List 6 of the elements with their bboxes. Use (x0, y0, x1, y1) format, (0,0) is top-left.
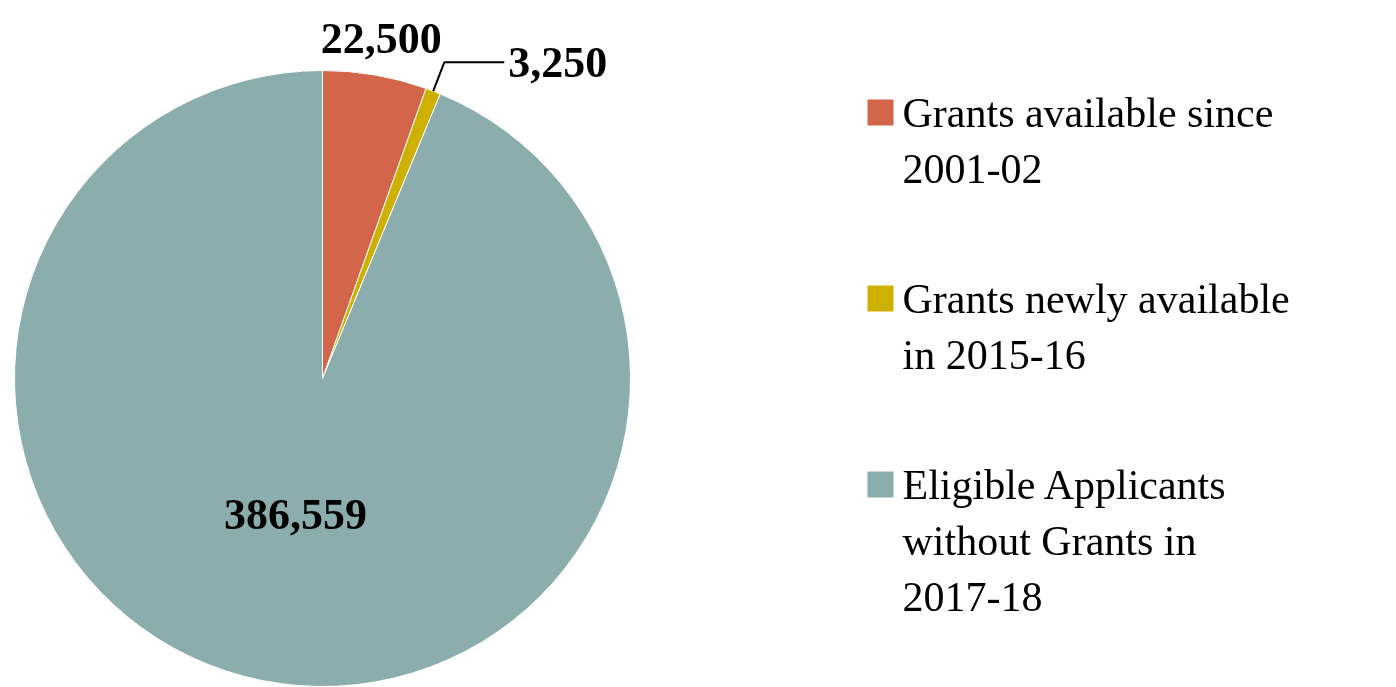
data-label: 22,500 (320, 14, 442, 64)
legend-label: Grants available since 2001-02 (902, 89, 1274, 192)
legend-label: Grants newly available in 2015-16 (902, 275, 1290, 378)
data-label: 386,559 (223, 489, 367, 539)
legend-label: Eligible Applicants without Grants in 2017-18 (902, 461, 1226, 620)
data-label: 3,250 (508, 37, 608, 87)
